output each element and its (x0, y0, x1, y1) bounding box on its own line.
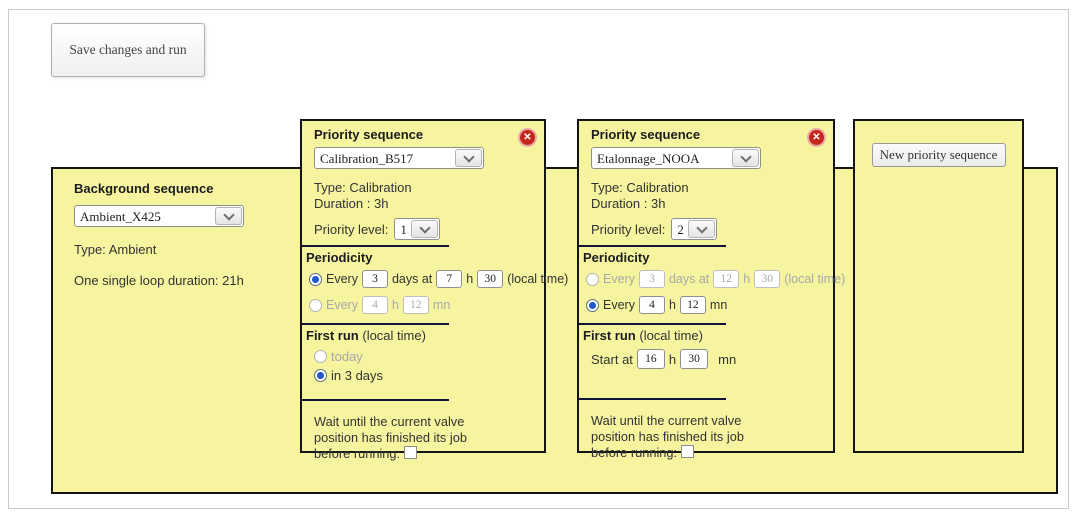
h-label: h (466, 272, 474, 286)
minute-input[interactable] (477, 270, 504, 288)
wait-checkbox[interactable] (681, 445, 695, 458)
mn-label: mn (709, 298, 728, 312)
priority-level-value: 2 (677, 222, 684, 237)
save-changes-button[interactable]: Save changes and run (51, 23, 205, 77)
background-type-text: Type: Ambient (74, 242, 157, 257)
wait-text-line3: before running: (314, 446, 536, 462)
radio-every-days[interactable] (586, 272, 599, 286)
every-label: Every (603, 298, 635, 312)
separator (302, 399, 449, 401)
today-label: today (331, 349, 363, 364)
radio-in-3-days[interactable] (314, 369, 327, 382)
wait-checkbox[interactable] (404, 446, 418, 459)
periodicity-title: Periodicity (583, 250, 650, 265)
type-text: Type: Calibration (314, 180, 412, 195)
first-run-title: First run (583, 328, 636, 343)
background-sequence-dropdown[interactable]: Ambient_X425 (74, 205, 244, 227)
first-run-title: First run (306, 328, 359, 343)
chevron-down-icon (688, 220, 716, 238)
separator (579, 245, 726, 247)
every-label: Every (603, 272, 635, 286)
radio-today[interactable] (314, 350, 327, 363)
priority-sequence-dropdown[interactable]: Calibration_B517 (314, 147, 484, 169)
start-minute-input[interactable] (680, 349, 709, 369)
separator (302, 245, 449, 247)
priority-level-label: Priority level: (314, 221, 389, 237)
priority-level-value: 1 (400, 222, 407, 237)
close-icon[interactable]: ✕ (809, 130, 824, 145)
start-hour-input[interactable] (636, 349, 665, 369)
priority-sequence-dropdown-value: Etalonnage_NOOA (597, 151, 700, 166)
local-time-label: (local time) (784, 272, 846, 286)
mn-label: mn (432, 298, 451, 312)
wait-text-line3: before running: (591, 445, 825, 461)
interval-minute-input[interactable] (402, 296, 429, 314)
radio-every-interval[interactable] (586, 298, 599, 312)
background-loop-duration-text: One single loop duration: 21h (74, 273, 244, 288)
separator (579, 398, 726, 400)
background-sequence-dropdown-value: Ambient_X425 (80, 209, 161, 224)
periodicity-title: Periodicity (306, 250, 373, 265)
wait-text-line2: position has finished its job (591, 429, 744, 444)
wait-text-line1: Wait until the current valve (314, 414, 465, 429)
type-text: Type: Calibration (591, 180, 689, 195)
h-label: h (743, 272, 751, 286)
hour-input[interactable] (713, 270, 740, 288)
days-at-label: days at (668, 272, 710, 286)
priority-panel-title: Priority sequence (314, 127, 424, 142)
priority-panel-2: ✕ Priority sequence Etalonnage_NOOA Type… (577, 119, 845, 460)
priority-sequence-dropdown[interactable]: Etalonnage_NOOA (591, 147, 761, 169)
wait-text-line2: position has finished its job (314, 430, 467, 445)
h-label: h (668, 351, 677, 367)
chevron-down-icon (732, 149, 759, 167)
duration-text: Duration : 3h (591, 195, 666, 211)
priority-level-dropdown[interactable]: 1 (394, 218, 441, 240)
chevron-down-icon (455, 149, 482, 167)
priority-panel-1: ✕ Priority sequence Calibration_B517 Typ… (300, 119, 568, 461)
in-3-days-label: in 3 days (331, 368, 384, 383)
local-time-label: (local time) (507, 272, 569, 286)
close-icon[interactable]: ✕ (520, 130, 535, 145)
days-at-label: days at (391, 272, 433, 286)
interval-minute-input[interactable] (679, 296, 706, 314)
days-input[interactable] (361, 270, 388, 288)
interval-hour-input[interactable] (361, 296, 388, 314)
first-run-subtitle: (local time) (362, 328, 426, 343)
chevron-down-icon (411, 220, 439, 238)
days-input[interactable] (638, 270, 665, 288)
separator (302, 323, 449, 325)
priority-sequence-dropdown-value: Calibration_B517 (320, 151, 414, 166)
minute-input[interactable] (754, 270, 781, 288)
every-label: Every (326, 272, 358, 286)
radio-every-days[interactable] (309, 272, 322, 286)
every-label: Every (326, 298, 358, 312)
priority-panel-title: Priority sequence (591, 127, 701, 142)
background-panel-title: Background sequence (74, 181, 214, 196)
h-label: h (391, 298, 399, 312)
interval-hour-input[interactable] (638, 296, 665, 314)
new-priority-sequence-button[interactable]: New priority sequence (871, 143, 1006, 167)
wait-text-line1: Wait until the current valve (591, 413, 742, 428)
separator (579, 323, 726, 325)
duration-text: Duration : 3h (314, 195, 389, 211)
priority-level-dropdown[interactable]: 2 (671, 218, 718, 240)
start-at-label: Start at (591, 351, 633, 367)
chevron-down-icon (215, 207, 242, 225)
priority-level-label: Priority level: (591, 221, 666, 237)
radio-every-interval[interactable] (309, 298, 322, 312)
mn-label: mn (718, 351, 737, 367)
h-label: h (668, 298, 676, 312)
page-border (8, 9, 1069, 509)
first-run-subtitle: (local time) (639, 328, 703, 343)
new-priority-panel: New priority sequence (853, 119, 1024, 453)
hour-input[interactable] (436, 270, 463, 288)
